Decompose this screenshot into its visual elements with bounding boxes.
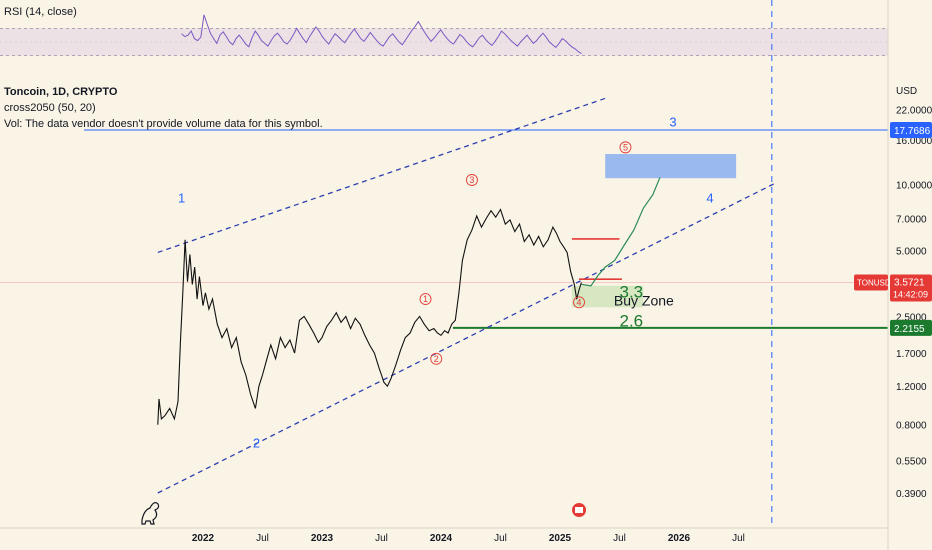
currency-label: USD — [896, 86, 917, 97]
current-price-badge[interactable] — [890, 274, 932, 302]
price-tick-label: 7.0000 — [896, 215, 927, 226]
circle-label-5: 5 — [619, 141, 632, 154]
price-badge[interactable] — [890, 122, 932, 138]
zone-level-label: 3.3 — [620, 282, 644, 301]
price-tick-label: 1.7000 — [896, 349, 927, 360]
circle-marker — [430, 352, 443, 365]
rsi-label: RSI (14, close) — [4, 6, 77, 18]
wave-label-4: 4 — [706, 190, 713, 205]
circle-label-3: 3 — [465, 174, 478, 186]
rsi-pane: 80.0040.00 — [0, 14, 921, 56]
price-tick-label: 16.0000 — [896, 136, 932, 147]
price-tick-label: 0.3900 — [896, 489, 927, 500]
price-badge[interactable] — [890, 319, 932, 336]
event-flag-icon[interactable] — [572, 503, 587, 517]
time-tick-label: 2026 — [668, 533, 691, 544]
circle-marker-label: 5 — [623, 142, 628, 152]
dinosaur-logo-shape — [141, 502, 160, 525]
time-tick-label: 2024 — [430, 533, 453, 544]
time-tick-label: Jul — [494, 533, 507, 544]
time-tick-label: 2025 — [549, 533, 572, 544]
buy-zone-rect[interactable] — [571, 285, 644, 308]
channel-upper-line[interactable] — [157, 96, 608, 254]
rsi-band — [0, 28, 888, 56]
circle-marker-label: 1 — [423, 294, 428, 304]
time-tick-label: Jul — [256, 533, 269, 544]
wave-label-2: 2 — [253, 435, 260, 450]
wave-label-1: 1 — [178, 190, 185, 205]
target-zone-rect[interactable] — [605, 154, 737, 179]
time-axis[interactable]: 2022 Jul 2023 Jul 2024 Jul 2025 Jul 2026 Jul — [0, 527, 888, 544]
price-tick-label: 2.5000 — [896, 312, 927, 323]
buy-zone-label: Buy Zone — [614, 292, 674, 308]
rsi-line — [181, 14, 582, 55]
price-tick-label: 22.0000 — [896, 106, 932, 117]
circle-marker-label: 2 — [434, 354, 439, 364]
price-tick-label: 10.0000 — [896, 181, 932, 192]
time-tick-label: Jul — [375, 533, 388, 544]
countdown-label: 14:42:09 — [893, 289, 928, 299]
current-price-label: 3.5721 — [894, 277, 925, 288]
projection-path[interactable] — [581, 177, 661, 287]
circle-marker — [465, 174, 478, 186]
channel-lower-line[interactable] — [157, 183, 775, 494]
price-tick-label: 0.5500 — [896, 456, 927, 467]
time-tick-label: Jul — [613, 533, 626, 544]
dinosaur-logo-icon — [141, 502, 160, 525]
indicator-legend[interactable]: cross2050 (50, 20) — [4, 102, 96, 114]
circle-label-4: 4 — [573, 296, 585, 309]
price-series-line[interactable] — [157, 208, 582, 425]
circle-marker — [573, 296, 585, 309]
time-tick-label: 2023 — [311, 533, 334, 544]
time-tick-label: Jul — [732, 533, 745, 544]
circle-marker — [619, 141, 632, 154]
symbol-title[interactable]: Toncoin, 1D, CRYPTO — [4, 86, 118, 98]
price-tick-label: 0.8000 — [896, 421, 927, 432]
circle-label-1: 1 — [419, 293, 432, 306]
circle-label-2: 2 — [430, 352, 443, 365]
circle-marker-label: 4 — [577, 297, 582, 307]
price-badge-label: 17.7686 — [894, 126, 931, 137]
time-tick-label: 2022 — [192, 533, 215, 544]
wave-label-3: 3 — [669, 115, 676, 130]
price-tick-label: 5.0000 — [896, 247, 927, 258]
symbol-badge[interactable] — [854, 274, 888, 291]
volume-note: Vol: The data vendor doesn't provide vol… — [4, 118, 323, 130]
circle-marker — [419, 293, 432, 306]
price-badge-label: 2.2155 — [894, 324, 925, 335]
zone-level-label: 2.6 — [620, 311, 644, 330]
event-flag-inner — [575, 507, 584, 513]
symbol-badge-label: TONUSD — [857, 278, 891, 287]
price-axis[interactable]: USD 22.0000 16.0000 10.0000 7.0000 5.0000 2.50… — [854, 0, 932, 550]
circle-marker-label: 3 — [469, 175, 474, 185]
price-tick-label: 1.2000 — [896, 382, 927, 393]
